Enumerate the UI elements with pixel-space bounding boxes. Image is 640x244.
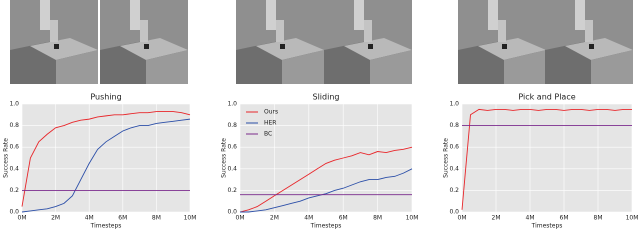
x-tick-label: 10M [406,215,419,222]
chart-title: Pushing [90,93,121,102]
legend-label: HER [264,120,276,127]
y-tick-label: 0.2 [449,187,459,194]
chart-title: Sliding [313,93,340,102]
y-axis-label: Success Rate [221,138,228,178]
x-tick-label: 0M [458,215,467,222]
line [461,108,632,210]
plot-area [22,104,190,212]
y-tick-label: 0.8 [9,122,19,129]
x-tick-label: 4M [85,215,94,222]
y-tick-label: 0.4 [9,165,19,172]
x-tick-label: 10M [626,215,639,222]
y-tick-label: 1.0 [449,101,459,108]
y-tick-label: 0.4 [227,165,237,172]
y-tick-label: 0.4 [449,165,459,172]
robot-images [10,0,633,84]
y-tick-label: 0.0 [227,209,237,216]
legend-label: Ours [264,109,278,116]
y-tick-label: 0.6 [449,144,459,151]
y-tick-label: 0.8 [449,122,459,129]
x-tick-label: 2M [492,215,501,222]
x-tick-label: 6M [339,215,348,222]
x-tick-label: 10M [184,215,197,222]
y-tick-label: 1.0 [227,101,237,108]
line [240,168,413,213]
legend-label: BC [264,131,272,138]
x-tick-label: 8M [373,215,382,222]
y-tick-label: 0.0 [449,209,459,216]
x-axis-label: Timesteps [90,223,122,230]
chart-title: Pick and Place [518,93,575,102]
y-tick-label: 0.6 [227,144,237,151]
x-tick-label: 2M [270,215,279,222]
y-tick-label: 0.8 [227,122,237,129]
x-tick-label: 8M [594,215,603,222]
x-tick-label: 6M [118,215,127,222]
y-tick-label: 0.2 [227,187,237,194]
y-tick-label: 0.6 [9,144,19,151]
line [21,118,191,213]
x-axis-label: Timesteps [531,223,563,230]
x-tick-label: 2M [51,215,60,222]
y-axis-label: Success Rate [3,138,10,178]
y-tick-label: 0.0 [9,209,19,216]
x-tick-label: 4M [304,215,313,222]
x-tick-label: 6M [560,215,569,222]
y-tick-label: 1.0 [9,101,19,108]
y-axis-label: Success Rate [443,138,450,178]
x-axis-label: Timesteps [310,223,342,230]
x-tick-label: 0M [236,215,245,222]
x-tick-label: 8M [152,215,161,222]
x-tick-label: 0M [18,215,27,222]
line [21,111,191,207]
y-tick-label: 0.2 [9,187,19,194]
plot-area [462,104,632,212]
x-tick-label: 4M [526,215,535,222]
line [239,146,413,213]
